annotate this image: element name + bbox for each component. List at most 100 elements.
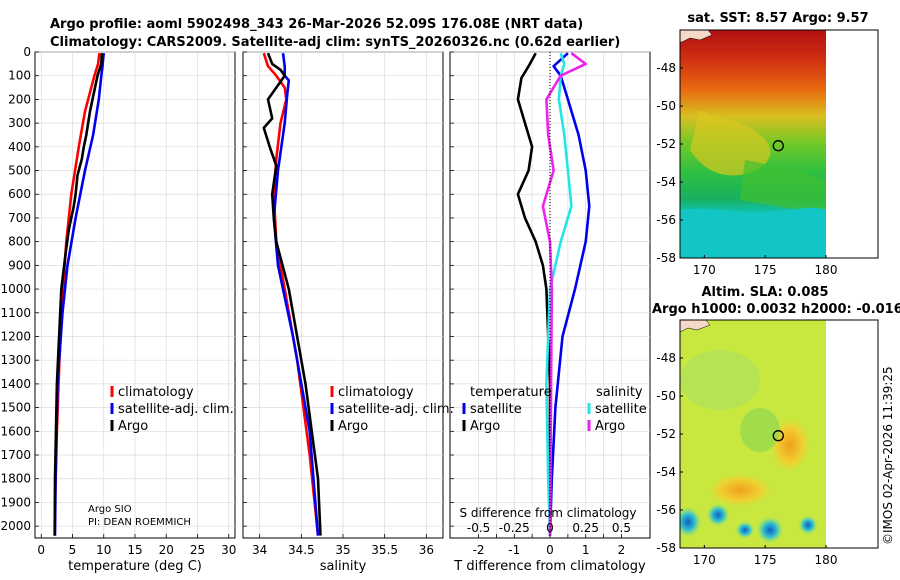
sst-map — [680, 30, 826, 258]
pi-annotation: PI: DEAN ROEMMICH — [88, 517, 191, 528]
map-y-tick-label: -50 — [656, 99, 676, 113]
sla-blue-eddy — [680, 506, 702, 538]
map-x-tick-label: 175 — [754, 553, 777, 567]
legend-argo-label: Argo — [118, 419, 148, 434]
y-tick-label: 200 — [8, 92, 31, 106]
map-x-tick-label: 170 — [693, 263, 716, 277]
legend-temp-argo-label: Argo — [470, 419, 500, 434]
y-tick-label: 1600 — [0, 424, 31, 438]
difference-xlabel: T difference from climatology — [453, 559, 646, 574]
y-tick-label: 100 — [8, 69, 31, 83]
x-tick-label: 20 — [159, 543, 174, 557]
map-x-tick-label: 175 — [754, 263, 777, 277]
sla-map-ticks: 170 175 180 -48 -50 -52 -54 -56 -58 — [656, 351, 837, 567]
y-tick-label: 2000 — [0, 519, 31, 533]
sst-warm-tongue — [690, 110, 771, 176]
sla-blue-eddy — [756, 516, 784, 544]
y-tick-label: 700 — [8, 211, 31, 225]
map-x-tick-label: 170 — [693, 553, 716, 567]
y-tick-label: 500 — [8, 164, 31, 178]
sla-map-title: Altim. SLA: 0.085 — [702, 285, 829, 300]
sla-greenish-patch — [680, 350, 760, 410]
sst-argo-position-marker — [772, 140, 784, 152]
legend-sal-argo-label: Argo — [595, 419, 625, 434]
top-tick-label: 0 — [546, 521, 554, 535]
top-tick-label: -0.5 — [467, 521, 490, 535]
map-y-tick-label: -52 — [656, 137, 676, 151]
legend-sal-satellite-label: satellite — [595, 402, 647, 417]
y-tick-label: 0 — [23, 45, 31, 59]
sla-greenish-patch — [740, 408, 780, 452]
y-tick-label: 1400 — [0, 377, 31, 391]
y-tick-label: 1500 — [0, 401, 31, 415]
map-y-tick-label: -52 — [656, 427, 676, 441]
sla-map-subtitle: Argo h1000: 0.0032 h2000: -0.016 — [652, 302, 900, 317]
legend-temperature-title: temperature — [470, 385, 552, 400]
y-tick-label: 1700 — [0, 448, 31, 462]
sla-blue-eddy — [735, 521, 755, 539]
x-tick-label: 25 — [190, 543, 205, 557]
x-tick-label: 0 — [546, 543, 554, 557]
x-tick-label: -2 — [473, 543, 485, 557]
y-tick-label: 300 — [8, 116, 31, 130]
map-y-tick-label: -48 — [656, 61, 676, 75]
x-tick-label: 5 — [69, 543, 77, 557]
x-tick-label: 34.5 — [288, 543, 315, 557]
series-line-temperature-argo — [516, 52, 552, 536]
imos-timestamp: ©IMOS 02-Apr-2026 11:39:25 — [881, 366, 895, 545]
x-tick-label: 36 — [419, 543, 434, 557]
series-line-salinity-satellite — [545, 52, 573, 536]
sst-green-lobe — [740, 160, 826, 215]
x-tick-label: 35 — [335, 543, 350, 557]
x-tick-label: 30 — [221, 543, 236, 557]
map-y-tick-label: -50 — [656, 389, 676, 403]
temperature-legend: climatology satellite-adj. clim. Argo — [110, 385, 234, 434]
difference-legend-temperature: temperature satellite Argo — [462, 385, 552, 434]
argo-sio-annotation: Argo SIO — [88, 504, 132, 515]
legend-satellite-label: satellite-adj. clim. — [118, 402, 234, 417]
y-tick-label: 1900 — [0, 495, 31, 509]
map-y-tick-label: -58 — [656, 251, 676, 265]
y-tick-label: 800 — [8, 235, 31, 249]
figure-title-line1: Argo profile: aoml 5902498_343 26-Mar-20… — [50, 17, 583, 32]
y-tick-label: 1100 — [0, 306, 31, 320]
sla-map — [680, 320, 826, 548]
x-tick-label: 2 — [618, 543, 626, 557]
x-tick-label: 35.5 — [371, 543, 398, 557]
legend-satellite-label: satellite-adj. clim. — [338, 402, 454, 417]
temperature-xlabel: temperature (deg C) — [68, 559, 202, 574]
legend-climatology-label: climatology — [118, 385, 194, 400]
salinity-legend: climatology satellite-adj. clim. Argo — [330, 385, 454, 434]
top-tick-label: 0.25 — [572, 521, 599, 535]
map-y-tick-label: -56 — [656, 213, 676, 227]
series-line-salinity-argo — [541, 52, 588, 536]
map-y-tick-label: -48 — [656, 351, 676, 365]
top-tick-label: 0.5 — [612, 521, 631, 535]
top-tick-label: -0.25 — [499, 521, 530, 535]
sla-land — [680, 320, 711, 333]
salinity-xlabel: salinity — [320, 559, 367, 574]
sla-argo-position-marker — [772, 430, 784, 442]
x-tick-label: -1 — [508, 543, 520, 557]
x-tick-label: 0 — [37, 543, 45, 557]
difference-top-axis-label: S difference from climatology — [460, 506, 637, 520]
sla-blue-eddy — [706, 503, 730, 527]
x-tick-label: 15 — [127, 543, 142, 557]
difference-legend-salinity: salinity satellite Argo — [587, 385, 647, 434]
sst-cold-water — [680, 207, 826, 258]
map-x-tick-label: 180 — [815, 553, 838, 567]
y-tick-label: 1200 — [0, 329, 31, 343]
map-y-tick-label: -54 — [656, 175, 676, 189]
series-line-argo — [262, 52, 322, 536]
y-tick-label: 1300 — [0, 353, 31, 367]
difference-top-ticks: -0.5 -0.25 0 0.25 0.5 — [467, 521, 631, 535]
y-tick-label: 900 — [8, 258, 31, 272]
series-line-argo — [53, 53, 104, 536]
x-tick-label: 10 — [96, 543, 111, 557]
sla-blue-eddy — [798, 515, 818, 535]
legend-salinity-title: salinity — [596, 385, 643, 400]
map-y-tick-label: -58 — [656, 541, 676, 555]
y-tick-label: 1800 — [0, 472, 31, 486]
y-tick-label: 600 — [8, 187, 31, 201]
